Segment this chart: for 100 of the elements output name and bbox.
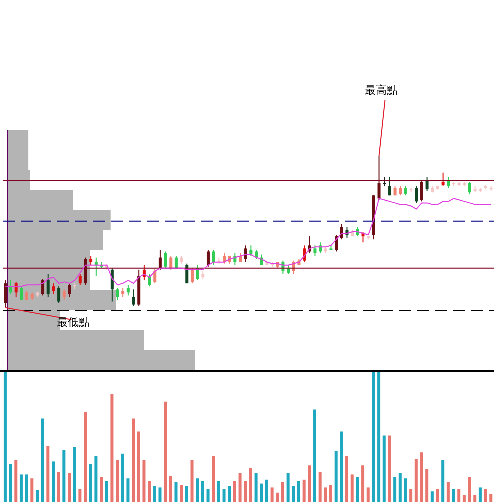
candlestick (126, 284, 130, 296)
bar (462, 496, 466, 502)
bar (4, 372, 7, 502)
bar (196, 478, 200, 502)
candlestick (68, 283, 72, 298)
candlestick (154, 268, 157, 284)
bar (174, 482, 178, 502)
bar (286, 473, 290, 502)
bar (244, 481, 248, 502)
bar (57, 472, 60, 502)
candlestick (239, 252, 242, 263)
bar (350, 474, 354, 502)
bar (478, 488, 482, 502)
bar (89, 464, 92, 502)
bar (446, 482, 450, 502)
bar (356, 477, 360, 502)
candlestick (58, 286, 61, 304)
candlestick (158, 250, 162, 270)
candlestick (426, 176, 429, 192)
bar (490, 494, 493, 502)
bar (126, 478, 130, 502)
bar (324, 488, 328, 502)
bar (25, 474, 28, 502)
bar (94, 456, 98, 502)
bar (378, 372, 381, 502)
bar (233, 481, 236, 502)
bar (270, 488, 274, 502)
candlestick (174, 256, 178, 269)
candlestick (415, 186, 418, 204)
bar (217, 481, 220, 502)
bar (132, 418, 136, 502)
candlestick (46, 274, 50, 298)
candlestick (420, 180, 424, 202)
bar (41, 418, 44, 502)
bar (404, 478, 408, 502)
bar (212, 456, 216, 502)
bar (414, 459, 418, 502)
bar (116, 460, 120, 502)
bar (334, 451, 338, 502)
bar (452, 489, 456, 502)
bar (249, 468, 252, 502)
candlestick (255, 250, 258, 260)
bar (121, 454, 124, 502)
bar (137, 432, 140, 502)
bar (169, 476, 172, 502)
bar (30, 478, 34, 502)
candlestick (20, 286, 24, 301)
annotation: 最低點 (57, 316, 90, 329)
bar (78, 489, 82, 502)
candlestick (132, 289, 136, 307)
bar (190, 460, 194, 502)
candlestick (122, 288, 125, 298)
bar (281, 482, 284, 502)
bar (302, 480, 306, 502)
bar (222, 489, 226, 502)
bar (366, 488, 370, 502)
bar (153, 486, 156, 502)
bar (52, 462, 55, 502)
bar (330, 485, 333, 502)
bar (468, 477, 472, 502)
candlestick (148, 274, 152, 288)
bar (62, 450, 66, 502)
candlestick (4, 280, 8, 308)
bar (484, 489, 488, 502)
bar (68, 473, 72, 502)
candlestick (404, 186, 408, 196)
bar (164, 402, 168, 502)
candlestick (190, 268, 194, 284)
bar (388, 436, 392, 502)
candlestick (378, 156, 381, 201)
candlestick (399, 186, 402, 196)
candlestick (52, 283, 56, 295)
bar (9, 464, 12, 502)
candlestick (164, 251, 168, 269)
candlestick (116, 288, 120, 301)
bar (201, 481, 204, 502)
bar (148, 481, 152, 502)
bar (180, 485, 184, 502)
bar (20, 474, 23, 502)
bar (314, 410, 317, 502)
bar (398, 473, 402, 502)
candlestick (250, 245, 253, 257)
bar (276, 492, 280, 502)
bar (426, 470, 429, 502)
candlestick (244, 245, 248, 263)
bar (474, 496, 477, 502)
candlestick (10, 280, 13, 295)
bar (100, 477, 104, 502)
candlestick (78, 274, 82, 286)
bar (142, 460, 146, 502)
bar (436, 489, 440, 502)
candlestick (468, 181, 472, 195)
annotation: 最高點 (364, 84, 398, 98)
candlestick (42, 278, 45, 296)
bar (308, 466, 312, 502)
candlestick (62, 289, 66, 301)
bar (292, 486, 296, 502)
bar (228, 486, 232, 502)
bar (382, 436, 386, 502)
bar (110, 394, 114, 502)
